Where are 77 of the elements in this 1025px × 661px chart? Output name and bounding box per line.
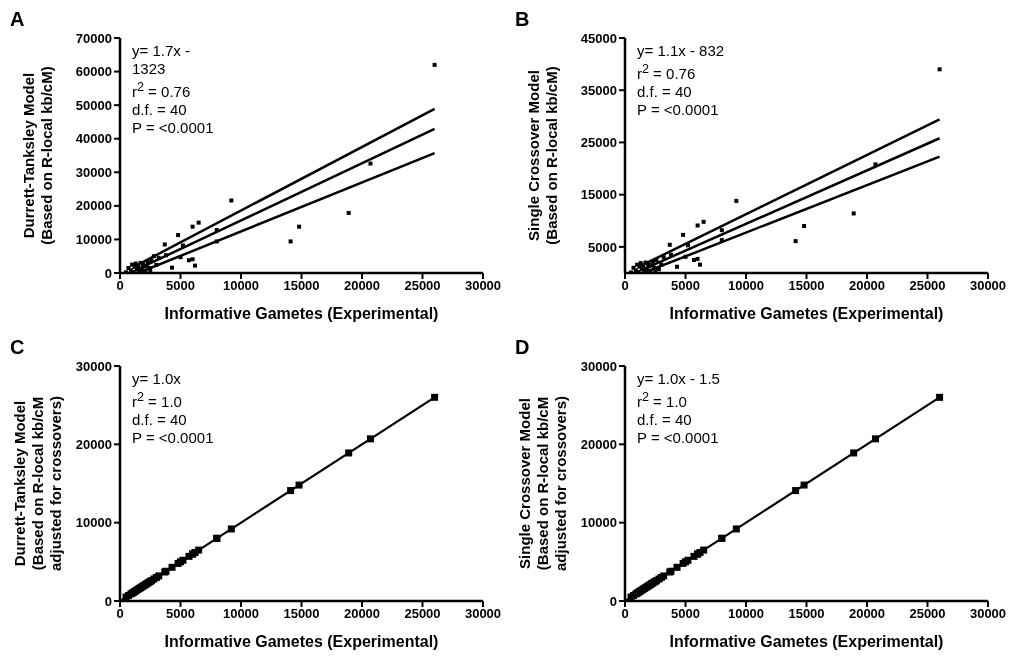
y-tick-label: 10000 [75,232,112,248]
y-tick-label: 20000 [580,436,617,452]
x-tick-label: 15000 [788,278,825,294]
annotation: d.f. = 40 [132,411,188,429]
x-tick-label: 10000 [222,278,260,294]
x-tick-label: 15000 [283,606,320,622]
y-tick-label: 60000 [75,64,112,80]
chart-title: A [10,8,25,31]
y-tick-label: 45000 [580,30,617,46]
x-tick-label: 10000 [727,278,765,294]
y-tick-label: 0 [609,593,617,609]
annotation: P = <0.0001 [132,429,214,447]
annotation: r$^{2}$ = 1.0 [132,389,183,411]
y-tick-label: 30000 [75,164,112,180]
y-tick-label: 0 [104,265,112,281]
annotation: d.f. = 40 [637,411,693,429]
y-tick-label: 70000 [75,30,112,46]
y-tick-label: 10000 [580,515,617,531]
x-axis-title: Informative Gametes (Experimental) [669,305,944,322]
y-tick-label: 50000 [75,97,112,113]
x-tick-label: 5000 [671,606,700,622]
annotation: y= 1.1x - 832 [637,42,725,60]
y-tick-label: 5000 [588,239,617,255]
x-tick-label: 25000 [404,278,441,294]
y-tick-label: 30000 [75,358,112,374]
x-tick-label: 30000 [969,606,1007,622]
y-tick-label: 10000 [75,515,112,531]
x-tick-label: 0 [116,278,124,294]
y-tick-label: 40000 [75,131,112,147]
x-tick-label: 25000 [909,606,946,622]
x-tick-label: 0 [116,606,124,622]
x-axis-title: Informative Gametes (Experimental) [164,633,439,650]
y-tick-label: 20000 [75,198,112,214]
annotation: P = <0.0001 [637,101,720,119]
annotation: y= 1.7x - 1323 [132,42,191,78]
x-tick-label: 25000 [404,606,441,622]
chart-title: C [10,336,25,359]
annotation: P = <0.0001 [132,119,214,137]
x-tick-label: 0 [621,606,629,622]
y-axis-title: Single Crossover Model (Based on R-local kb/cM adjusted for crossovers) [516,395,569,572]
x-tick-label: 15000 [283,278,320,294]
x-axis-title: Informative Gametes (Experimental) [164,305,439,322]
x-tick-label: 10000 [727,606,765,622]
y-tick-label: 20000 [75,436,112,452]
x-tick-label: 30000 [464,278,502,294]
y-axis-title: Durrett-Tanksley Model (Based on R-local kb/cM adjusted for crossovers) [11,395,64,572]
y-tick-label: 0 [104,593,112,609]
x-tick-label: 5000 [166,278,195,294]
y-axis-title: Durrett-Tanksley Model (Based on R-local kb/cM) [20,66,55,245]
x-tick-label: 30000 [464,606,502,622]
annotation: r$^{2}$ = 1.0 [637,389,688,411]
annotation: d.f. = 40 [132,101,188,119]
y-tick-label: 15000 [580,187,617,203]
x-tick-label: 20000 [848,278,886,294]
x-tick-label: 25000 [909,278,946,294]
x-tick-label: 0 [621,278,629,294]
x-tick-label: 30000 [969,278,1007,294]
annotation: d.f. = 40 [637,83,693,101]
annotation: r$^{2}$ = 0.76 [132,79,192,101]
x-tick-label: 15000 [788,606,825,622]
annotation: y= 1.0x [132,370,182,388]
x-tick-label: 20000 [343,606,381,622]
annotation: r$^{2}$ = 0.76 [637,61,697,83]
annotation: P = <0.0001 [637,429,720,447]
chart-title: B [515,8,530,31]
y-tick-label: 35000 [580,82,617,98]
x-axis-title: Informative Gametes (Experimental) [669,633,944,650]
y-tick-label: 30000 [580,358,617,374]
y-axis-title: Single Crossover Model (Based on R-local kb/cM) [525,66,560,245]
annotation: y= 1.0x - 1.5 [637,370,720,388]
y-tick-label: 25000 [580,135,617,151]
chart-title: D [515,336,530,359]
x-tick-label: 5000 [671,278,700,294]
x-tick-label: 20000 [343,278,381,294]
x-tick-label: 5000 [166,606,195,622]
x-tick-label: 10000 [222,606,260,622]
x-tick-label: 20000 [848,606,886,622]
